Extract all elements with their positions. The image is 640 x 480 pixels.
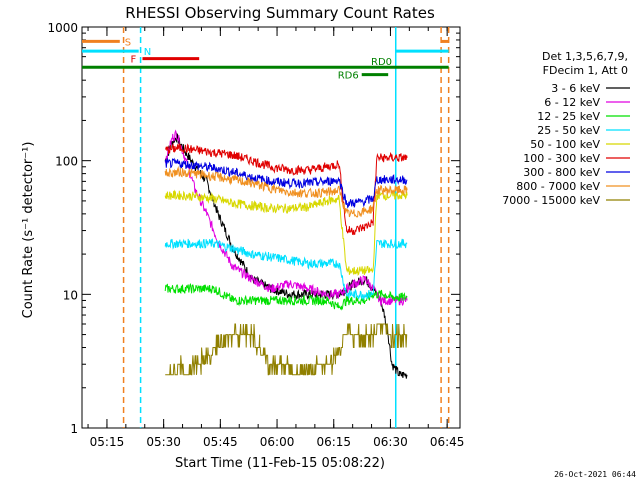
flag-label: N xyxy=(144,47,151,58)
legend-entry-label: 3 - 6 keV xyxy=(551,82,600,95)
x-tick-label: 06:30 xyxy=(373,435,408,449)
legend-entry-label: 6 - 12 keV xyxy=(544,96,600,109)
flag-label: S xyxy=(125,37,131,48)
chart-title: RHESSI Observing Summary Count Rates xyxy=(125,4,435,22)
flag-label: RD0 xyxy=(371,57,392,68)
x-tick-label: 06:45 xyxy=(430,435,465,449)
series-line xyxy=(164,157,408,209)
series-line xyxy=(165,323,408,376)
plot-area: 1 10 100 1000 05:15 05:30 05:45 06:00 06:15 06:30… xyxy=(47,21,464,449)
legend: Det 1,3,5,6,7,9,FDecim 1, Att 0 3 - 6 keV… xyxy=(502,50,630,207)
legend-entry-label: 12 - 25 keV xyxy=(537,110,600,123)
x-axis-label: Start Time (11-Feb-15 05:08:22) xyxy=(175,456,385,471)
x-tick-label: 05:15 xyxy=(90,435,125,449)
y-axis-label: Count Rate (s⁻¹ detector⁻¹) xyxy=(21,142,36,319)
legend-entry-label: 100 - 300 keV xyxy=(523,152,600,165)
series-line xyxy=(164,165,408,218)
legend-header: FDecim 1, Att 0 xyxy=(543,64,628,77)
x-tick-label: 06:00 xyxy=(260,435,295,449)
flag-label: F xyxy=(130,55,136,66)
x-tick-label: 06:15 xyxy=(316,435,351,449)
legend-entry-label: 50 - 100 keV xyxy=(530,138,600,151)
legend-entry-label: 800 - 7000 keV xyxy=(516,180,600,193)
series-line xyxy=(164,129,408,307)
y-tick-label: 1 xyxy=(70,422,78,436)
flag-label: RD6 xyxy=(338,71,359,82)
legend-entry-label: 7000 - 15000 keV xyxy=(502,194,600,207)
y-tick-label: 100 xyxy=(55,155,78,169)
legend-entry-label: 25 - 50 keV xyxy=(537,124,600,137)
footer-timestamp: 26-Oct-2021 06:44 xyxy=(554,470,636,479)
series-line xyxy=(164,189,408,276)
legend-entry-label: 300 - 800 keV xyxy=(523,166,600,179)
x-tick-label: 05:30 xyxy=(146,435,181,449)
legend-header: Det 1,3,5,6,7,9, xyxy=(542,50,628,63)
x-tick-label: 05:45 xyxy=(203,435,238,449)
axis-frame xyxy=(81,26,461,429)
series-line xyxy=(164,238,408,301)
series-line xyxy=(165,142,408,236)
y-tick-label: 1000 xyxy=(47,21,78,35)
y-tick-label: 10 xyxy=(63,288,78,302)
